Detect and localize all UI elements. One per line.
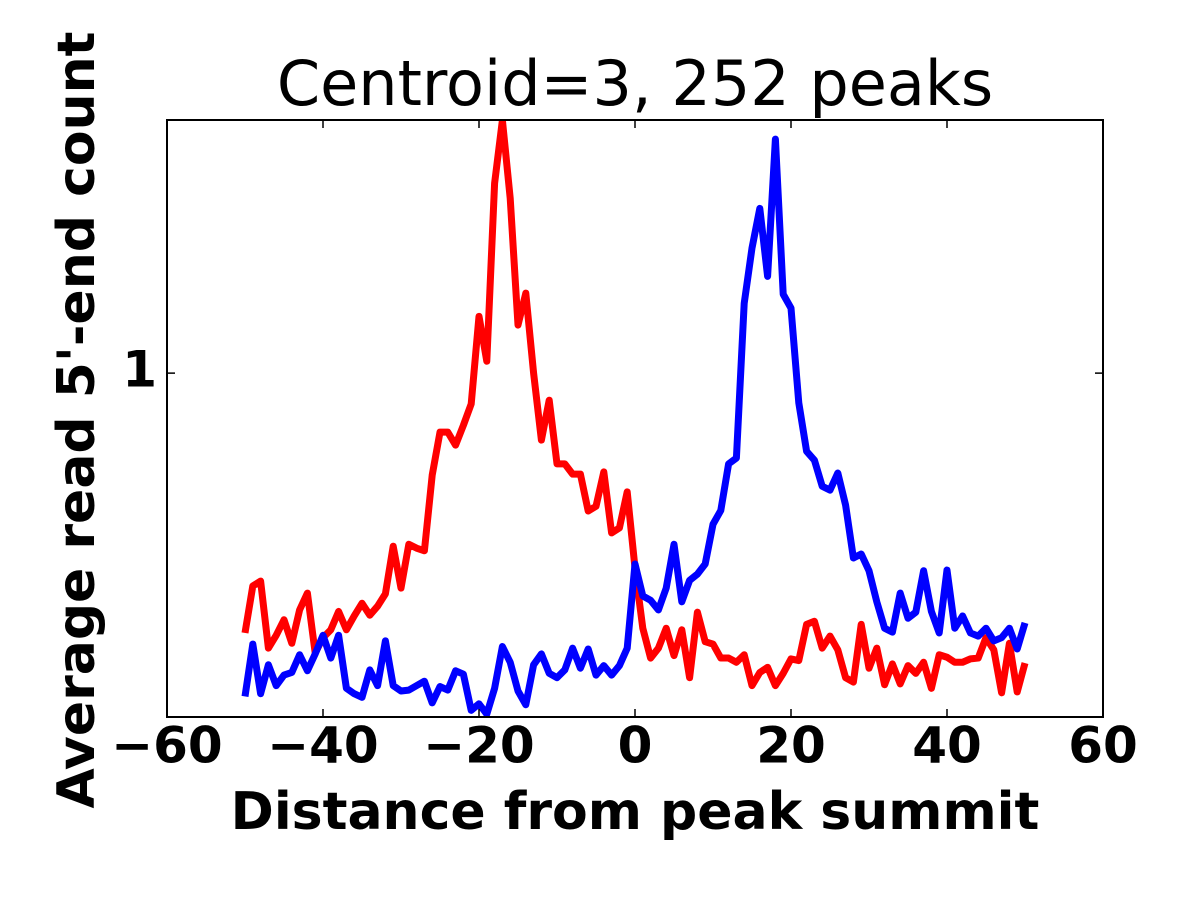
plot-frame — [166, 119, 1104, 718]
x-tick-label: −20 — [423, 717, 534, 775]
x-tick-label: 60 — [1068, 717, 1138, 775]
y-tick-label: 1 — [122, 341, 157, 399]
series-line — [241, 135, 1029, 717]
y-axis-label: Average read 5'-end count — [47, 32, 107, 809]
x-tick-label: 40 — [912, 717, 982, 775]
x-tick-label: 20 — [756, 717, 826, 775]
x-tick-label: −60 — [111, 717, 222, 775]
chart-title: Centroid=3, 252 peaks — [277, 47, 993, 120]
x-tick-label: −40 — [267, 717, 378, 775]
x-tick-label: 0 — [618, 717, 653, 775]
x-axis-label: Distance from peak summit — [231, 782, 1040, 842]
